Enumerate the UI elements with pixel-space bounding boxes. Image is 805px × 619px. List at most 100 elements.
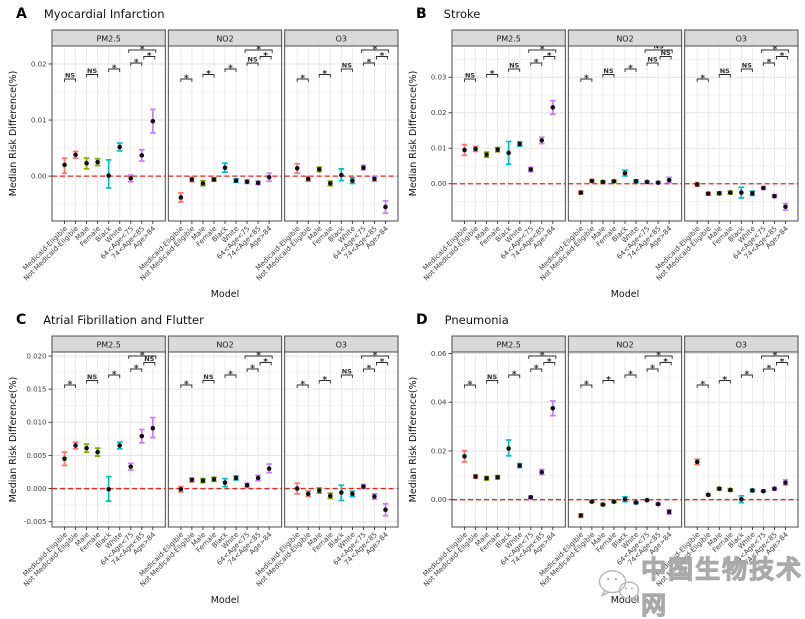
point-White (116, 142, 123, 152)
point-Male (200, 179, 206, 187)
point-64<Age<75 (760, 185, 767, 191)
point-White (633, 178, 639, 184)
significance-bracket (202, 74, 215, 78)
svg-text:*: * (140, 351, 145, 361)
svg-text:*: * (322, 376, 327, 386)
svg-text:Median Risk Difference(%): Median Risk Difference(%) (8, 71, 19, 197)
panel-chart-a: Median Risk Difference(%) Model 0.00 0.01 0.… (8, 29, 399, 300)
point-White (516, 140, 523, 147)
significance-bracket (224, 374, 237, 378)
svg-text:*: * (534, 364, 539, 374)
svg-text:*: * (300, 74, 305, 84)
significance-bracket (543, 362, 556, 366)
svg-text:*: * (367, 58, 372, 68)
point-74<Age<85 (655, 501, 661, 507)
svg-text:NS: NS (720, 67, 730, 75)
svg-text:*: * (250, 364, 255, 374)
svg-text:PM2.5: PM2.5 (496, 35, 520, 44)
point-Female (211, 176, 217, 183)
svg-text:PM2.5: PM2.5 (96, 35, 120, 44)
svg-text:*: * (606, 376, 611, 386)
point-Female (611, 178, 617, 184)
svg-text:NS: NS (603, 67, 613, 75)
svg-text:NS: NS (87, 373, 97, 381)
significance-bracket (360, 49, 389, 53)
point-Male (716, 191, 723, 196)
panel-myocardial-infarction: A Myocardial Infarction Median Risk Diffe… (6, 4, 402, 304)
point-Black (622, 495, 628, 503)
point-Not Medicaid-Eligible (305, 490, 312, 498)
svg-text:NS: NS (203, 373, 213, 381)
svg-text:*: * (512, 370, 517, 380)
point-Medicaid-Eligible (61, 451, 68, 467)
svg-text:O3: O3 (336, 35, 347, 44)
svg-text:*: * (468, 380, 473, 390)
significance-bracket (508, 374, 521, 378)
panel-title: Myocardial Infarction (43, 7, 165, 21)
facet-strip (567, 29, 683, 47)
point-Black (505, 439, 512, 457)
point-Age>84 (550, 400, 556, 417)
svg-text:*: * (112, 370, 117, 380)
point-64<Age<75 (244, 179, 250, 185)
svg-text:Model: Model (211, 289, 240, 300)
svg-text:Model: Model (611, 595, 640, 606)
significance-bracket (644, 49, 673, 53)
point-64<Age<75 (644, 497, 650, 503)
facet-strip (451, 29, 566, 47)
point-Female (327, 180, 334, 187)
point-Not Medicaid-Eligible (705, 492, 712, 498)
svg-text:*: * (744, 370, 749, 380)
watermark: 中国生物技术网 (596, 550, 805, 619)
svg-text:*: * (300, 380, 305, 390)
svg-text:NO2: NO2 (216, 341, 233, 350)
svg-text:0.020: 0.020 (26, 352, 46, 360)
point-Medicaid-Eligible (578, 512, 584, 519)
significance-bracket (259, 56, 272, 60)
significance-bracket (296, 384, 309, 388)
point-74<Age<85 (371, 175, 378, 183)
panel-atrial-fibrillation: C Atrial Fibrillation and Flutter Median … (6, 310, 402, 610)
svg-text:0.015: 0.015 (26, 386, 46, 394)
point-Female (494, 474, 501, 480)
panel-chart-b: Median Risk Difference(%) Model 0.00 0.01 0.… (408, 29, 799, 300)
facet-strip (284, 29, 399, 47)
point-Female (211, 476, 217, 483)
svg-text:0.03: 0.03 (431, 74, 447, 82)
point-Age>84 (782, 202, 789, 211)
svg-text:NS: NS (509, 62, 519, 70)
significance-bracket (362, 62, 375, 66)
significance-bracket (624, 68, 637, 72)
point-Not Medicaid-Eligible (705, 191, 712, 196)
svg-text:NS: NS (465, 72, 475, 80)
point-White (749, 488, 756, 493)
significance-bracket (602, 74, 615, 78)
svg-text:0.00: 0.00 (431, 180, 447, 188)
point-Black (222, 162, 228, 174)
panel-chart-d: Median Risk Difference(%) Model 0.00 0.02 0.… (408, 335, 799, 606)
svg-text:NS: NS (65, 72, 75, 80)
svg-text:*: * (700, 380, 705, 390)
significance-bracket (775, 56, 788, 60)
svg-text:*: * (767, 364, 772, 374)
svg-text:0.02: 0.02 (31, 60, 47, 68)
svg-text:*: * (540, 351, 545, 361)
svg-text:PM2.5: PM2.5 (96, 341, 120, 350)
svg-text:NS: NS (87, 67, 97, 75)
svg-text:NS: NS (144, 355, 154, 363)
significance-bracket (718, 74, 731, 78)
point-Medicaid-Eligible (578, 190, 584, 195)
significance-bracket (580, 78, 593, 82)
svg-text:*: * (134, 364, 139, 374)
svg-text:0.01: 0.01 (431, 145, 447, 153)
point-Female (727, 487, 734, 493)
svg-text:Median Risk Difference(%): Median Risk Difference(%) (8, 377, 19, 503)
facet-strip (51, 29, 166, 47)
significance-bracket (130, 62, 143, 66)
panel-title: Stroke (443, 7, 481, 21)
point-74<Age<85 (655, 180, 661, 185)
facet-strip (284, 335, 399, 353)
point-64<Age<75 (127, 462, 134, 471)
svg-text:*: * (628, 370, 633, 380)
